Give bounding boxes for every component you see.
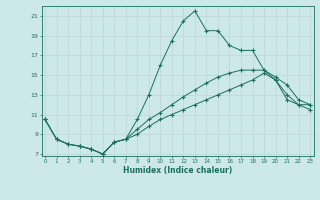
X-axis label: Humidex (Indice chaleur): Humidex (Indice chaleur): [123, 166, 232, 175]
